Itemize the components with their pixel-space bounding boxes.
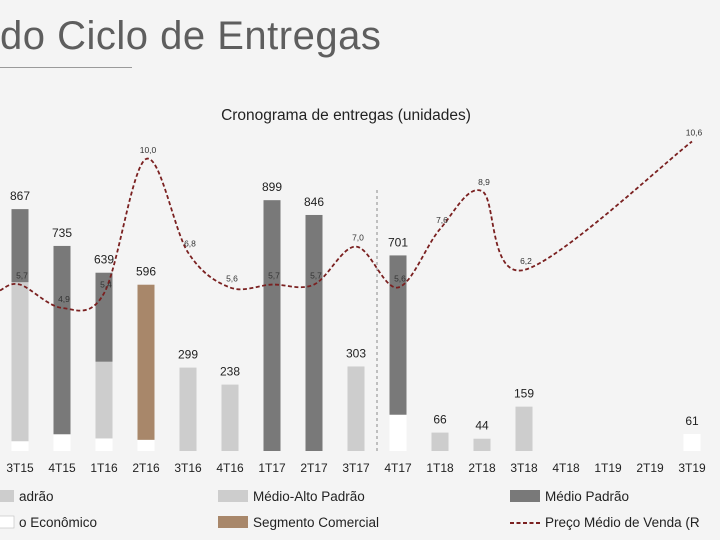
bar-4T15-2: [53, 245, 71, 435]
bar-total-label: 596: [136, 265, 156, 279]
x-tick-label: 3T19: [678, 461, 706, 475]
x-tick-label: 2T18: [468, 461, 496, 475]
bar-4T15-0: [53, 434, 71, 451]
bar-total-label: 44: [475, 419, 489, 433]
x-tick-label: 1T16: [90, 461, 118, 475]
page-title: do Ciclo de Entregas: [0, 14, 382, 58]
bar-4T17-0: [389, 414, 407, 451]
x-tick-label: 4T15: [48, 461, 76, 475]
bar-total-label: 303: [346, 346, 366, 360]
price-point-label: 6,2: [520, 256, 532, 266]
bar-total-label: 899: [262, 180, 282, 194]
bar-3T15-1: [11, 282, 29, 442]
legend: adrão Médio-Alto Padrão Médio Padrão o Econ…: [0, 489, 700, 530]
price-point-label: 5,7: [16, 271, 28, 281]
bar-4T17-2: [389, 255, 407, 415]
bar-3T17-1: [347, 366, 365, 451]
x-tick-label: 3T15: [6, 461, 34, 475]
title-underline: [0, 67, 132, 68]
x-tick-label: 3T18: [510, 461, 538, 475]
x-tick-label: 1T19: [594, 461, 622, 475]
x-tick-label: 2T19: [636, 461, 664, 475]
bar-1T17-2: [263, 200, 281, 451]
legend-swatch: [218, 516, 248, 528]
bar-total-label: 735: [52, 226, 72, 240]
legend-swatch: [0, 490, 14, 502]
legend-swatch: [0, 515, 15, 529]
bar-1T18-1: [431, 432, 449, 451]
x-tick-label: 4T17: [384, 461, 412, 475]
price-point-label: 7,6: [436, 215, 448, 225]
x-tick-label: 1T17: [258, 461, 286, 475]
bar-3T15-0: [11, 441, 29, 451]
bar-total-label: 299: [178, 348, 198, 362]
legend-label: Preço Médio de Venda (R: [545, 515, 700, 530]
bar-total-label: 159: [514, 387, 534, 401]
x-axis-ticks: 3T15 4T15 1T16 2T16 3T16 4T16 1T17 2T17 3T17 4T17…: [6, 461, 706, 475]
price-point-label: 5,7: [268, 271, 280, 281]
x-tick-label: 3T17: [342, 461, 370, 475]
chart-title: Cronograma de entregas (unidades): [221, 107, 471, 124]
bar-total-label: 238: [220, 365, 240, 379]
price-point-label: 6,8: [184, 238, 196, 248]
price-point-label: 10,0: [140, 145, 157, 155]
bar-2T17-2: [305, 214, 323, 451]
bar-total-label: 66: [433, 413, 447, 427]
bar-total-label: 639: [94, 253, 114, 267]
bar-3T15-2: [11, 209, 29, 283]
price-point-label: 5,6: [226, 273, 238, 283]
x-tick-label: 2T17: [300, 461, 328, 475]
price-point-label: 10,6: [686, 127, 703, 137]
legend-label: adrão: [19, 489, 54, 504]
x-tick-label: 4T18: [552, 461, 580, 475]
x-tick-label: 4T16: [216, 461, 244, 475]
price-point-label: 8,9: [478, 177, 490, 187]
x-tick-label: 2T16: [132, 461, 160, 475]
legend-label: Médio Padrão: [545, 489, 629, 504]
price-line-layer: [0, 140, 693, 452]
price-point-label: 5,4: [100, 279, 112, 289]
x-tick-label: 3T16: [174, 461, 202, 475]
legend-swatch: [510, 490, 540, 502]
bars-layer: [11, 200, 701, 451]
bar-4T16-1: [221, 384, 239, 451]
labels-layer: 867 735 639 596 299 238 899 846 303 701 66 44 159 61 5…: [10, 127, 703, 432]
legend-label: Médio-Alto Padrão: [253, 489, 365, 504]
legend-label: Segmento Comercial: [253, 515, 379, 530]
legend-label: o Econômico: [19, 515, 97, 530]
legend-swatch: [218, 490, 248, 502]
price-line: [0, 140, 693, 312]
bar-1T16-2: [95, 272, 113, 362]
bar-1T16-0: [95, 438, 113, 451]
bar-2T18-1: [473, 438, 491, 451]
bar-3T19-0: [683, 433, 701, 451]
bar-total-label: 846: [304, 195, 324, 209]
bar-3T16-1: [179, 367, 197, 451]
bar-1T16-1: [95, 361, 113, 439]
bar-total-label: 701: [388, 235, 408, 249]
bar-3T18-1: [515, 406, 533, 451]
price-point-label: 5,6: [394, 273, 406, 283]
price-point-label: 5,7: [310, 271, 322, 281]
bar-total-label: 61: [685, 414, 699, 428]
bar-2T16-3: [137, 284, 155, 440]
price-point-label: 4,9: [58, 294, 70, 304]
bar-total-label: 867: [10, 189, 30, 203]
bar-2T16-0: [137, 439, 155, 451]
price-point-label: 7,0: [352, 233, 364, 243]
x-tick-label: 1T18: [426, 461, 454, 475]
